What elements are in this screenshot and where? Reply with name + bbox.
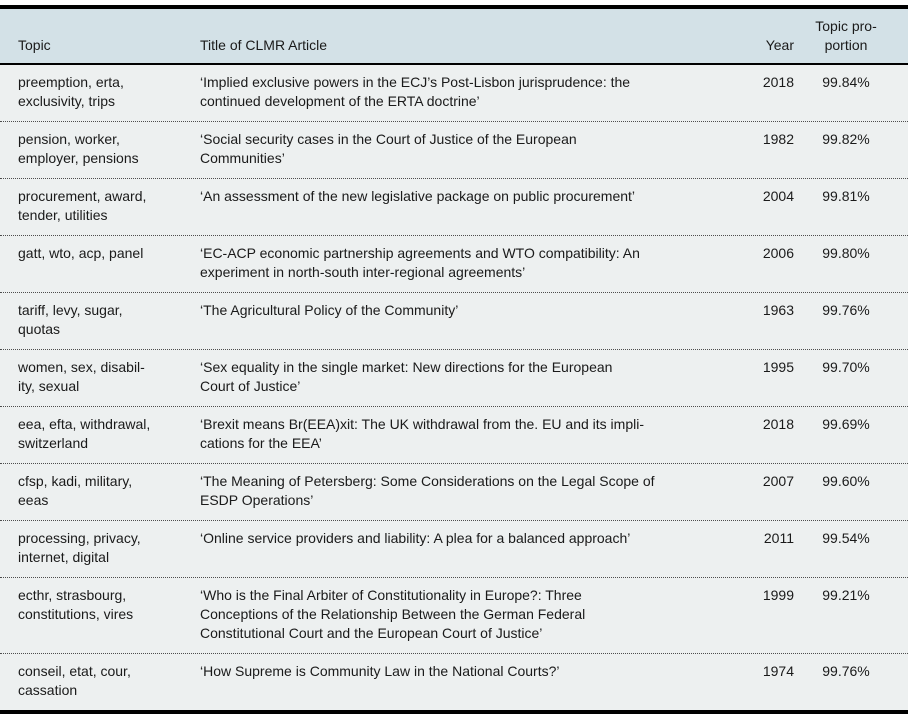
topic-cell: women, sex, disabil- ity, sexual: [18, 359, 145, 394]
table-row: preemption, erta, exclusivity, trips ‘Im…: [0, 65, 908, 122]
table-row: conseil, etat, cour, cassation ‘How Supr…: [0, 654, 908, 710]
topic-cell: cfsp, kadi, military, eeas: [18, 473, 133, 508]
proportion-cell: 99.60%: [822, 473, 870, 489]
table-row: tariff, levy, sugar, quotas ‘The Agricul…: [0, 293, 908, 350]
topic-cell: preemption, erta, exclusivity, trips: [18, 74, 124, 109]
year-cell: 2007: [762, 473, 794, 489]
topic-cell: pension, worker, employer, pensions: [18, 131, 139, 166]
year-cell: 2006: [762, 245, 794, 261]
topic-cell: procurement, award, tender, utilities: [18, 188, 147, 223]
table-row: cfsp, kadi, military, eeas ‘The Meaning …: [0, 464, 908, 521]
topic-cell: gatt, wto, acp, panel: [18, 245, 144, 261]
proportion-cell: 99.21%: [822, 587, 870, 603]
year-cell: 1974: [762, 663, 794, 679]
proportion-cell: 99.80%: [822, 245, 870, 261]
topic-cell: tariff, levy, sugar, quotas: [18, 302, 123, 337]
article-title-cell: ‘An assessment of the new legislative pa…: [200, 188, 636, 204]
proportion-cell: 99.76%: [822, 302, 870, 318]
proportion-cell: 99.76%: [822, 663, 870, 679]
year-cell: 2011: [763, 530, 794, 546]
column-header-topic: Topic: [18, 37, 51, 53]
table-row: procurement, award, tender, utilities ‘A…: [0, 179, 908, 236]
table-row: eea, efta, withdrawal, switzerland ‘Brex…: [0, 407, 908, 464]
year-cell: 2018: [762, 416, 794, 432]
proportion-cell: 99.81%: [822, 188, 870, 204]
table-row: processing, privacy, internet, digital ‘…: [0, 521, 908, 578]
year-cell: 1999: [762, 587, 794, 603]
article-title-cell: ‘Who is the Final Arbiter of Constitutio…: [200, 587, 586, 641]
table-body: preemption, erta, exclusivity, trips ‘Im…: [0, 65, 908, 710]
topic-cell: conseil, etat, cour, cassation: [18, 663, 131, 698]
topic-cell: eea, efta, withdrawal, switzerland: [18, 416, 151, 451]
table-row: women, sex, disabil- ity, sexual ‘Sex eq…: [0, 350, 908, 407]
year-cell: 1995: [762, 359, 794, 375]
article-title-cell: ‘The Meaning of Petersberg: Some Conside…: [200, 473, 655, 508]
article-title-cell: ‘Online service providers and liability:…: [200, 530, 631, 546]
topic-cell: ecthr, strasbourg, constitutions, vires: [18, 587, 134, 622]
article-title-cell: ‘How Supreme is Community Law in the Nat…: [200, 663, 560, 679]
proportion-cell: 99.82%: [822, 131, 870, 147]
year-cell: 1963: [762, 302, 794, 318]
year-cell: 2004: [762, 188, 794, 204]
article-title-cell: ‘Implied exclusive powers in the ECJ’s P…: [200, 74, 631, 109]
column-header-proportion: Topic pro- portion: [815, 18, 877, 53]
article-title-cell: ‘The Agricultural Policy of the Communit…: [200, 302, 459, 318]
article-title-cell: ‘Social security cases in the Court of J…: [200, 131, 577, 166]
article-title-cell: ‘Brexit means Br(EEA)xit: The UK withdra…: [200, 416, 644, 451]
proportion-cell: 99.69%: [822, 416, 870, 432]
column-header-year: Year: [765, 37, 794, 53]
year-cell: 1982: [762, 131, 794, 147]
table-row: pension, worker, employer, pensions ‘Soc…: [0, 122, 908, 179]
year-cell: 2018: [762, 74, 794, 90]
table-header-row: Topic Title of CLMR Article Year Topic p…: [0, 9, 908, 65]
proportion-cell: 99.70%: [822, 359, 870, 375]
topic-cell: processing, privacy, internet, digital: [18, 530, 141, 565]
proportion-cell: 99.84%: [822, 74, 870, 90]
table-row: gatt, wto, acp, panel ‘EC-ACP economic p…: [0, 236, 908, 293]
clmr-topics-table: Topic Title of CLMR Article Year Topic p…: [0, 5, 908, 714]
proportion-cell: 99.54%: [822, 530, 870, 546]
article-title-cell: ‘Sex equality in the single market: New …: [200, 359, 613, 394]
article-title-cell: ‘EC-ACP economic partnership agreements …: [200, 245, 640, 280]
column-header-title: Title of CLMR Article: [200, 37, 328, 53]
table-row: ecthr, strasbourg, constitutions, vires …: [0, 578, 908, 654]
